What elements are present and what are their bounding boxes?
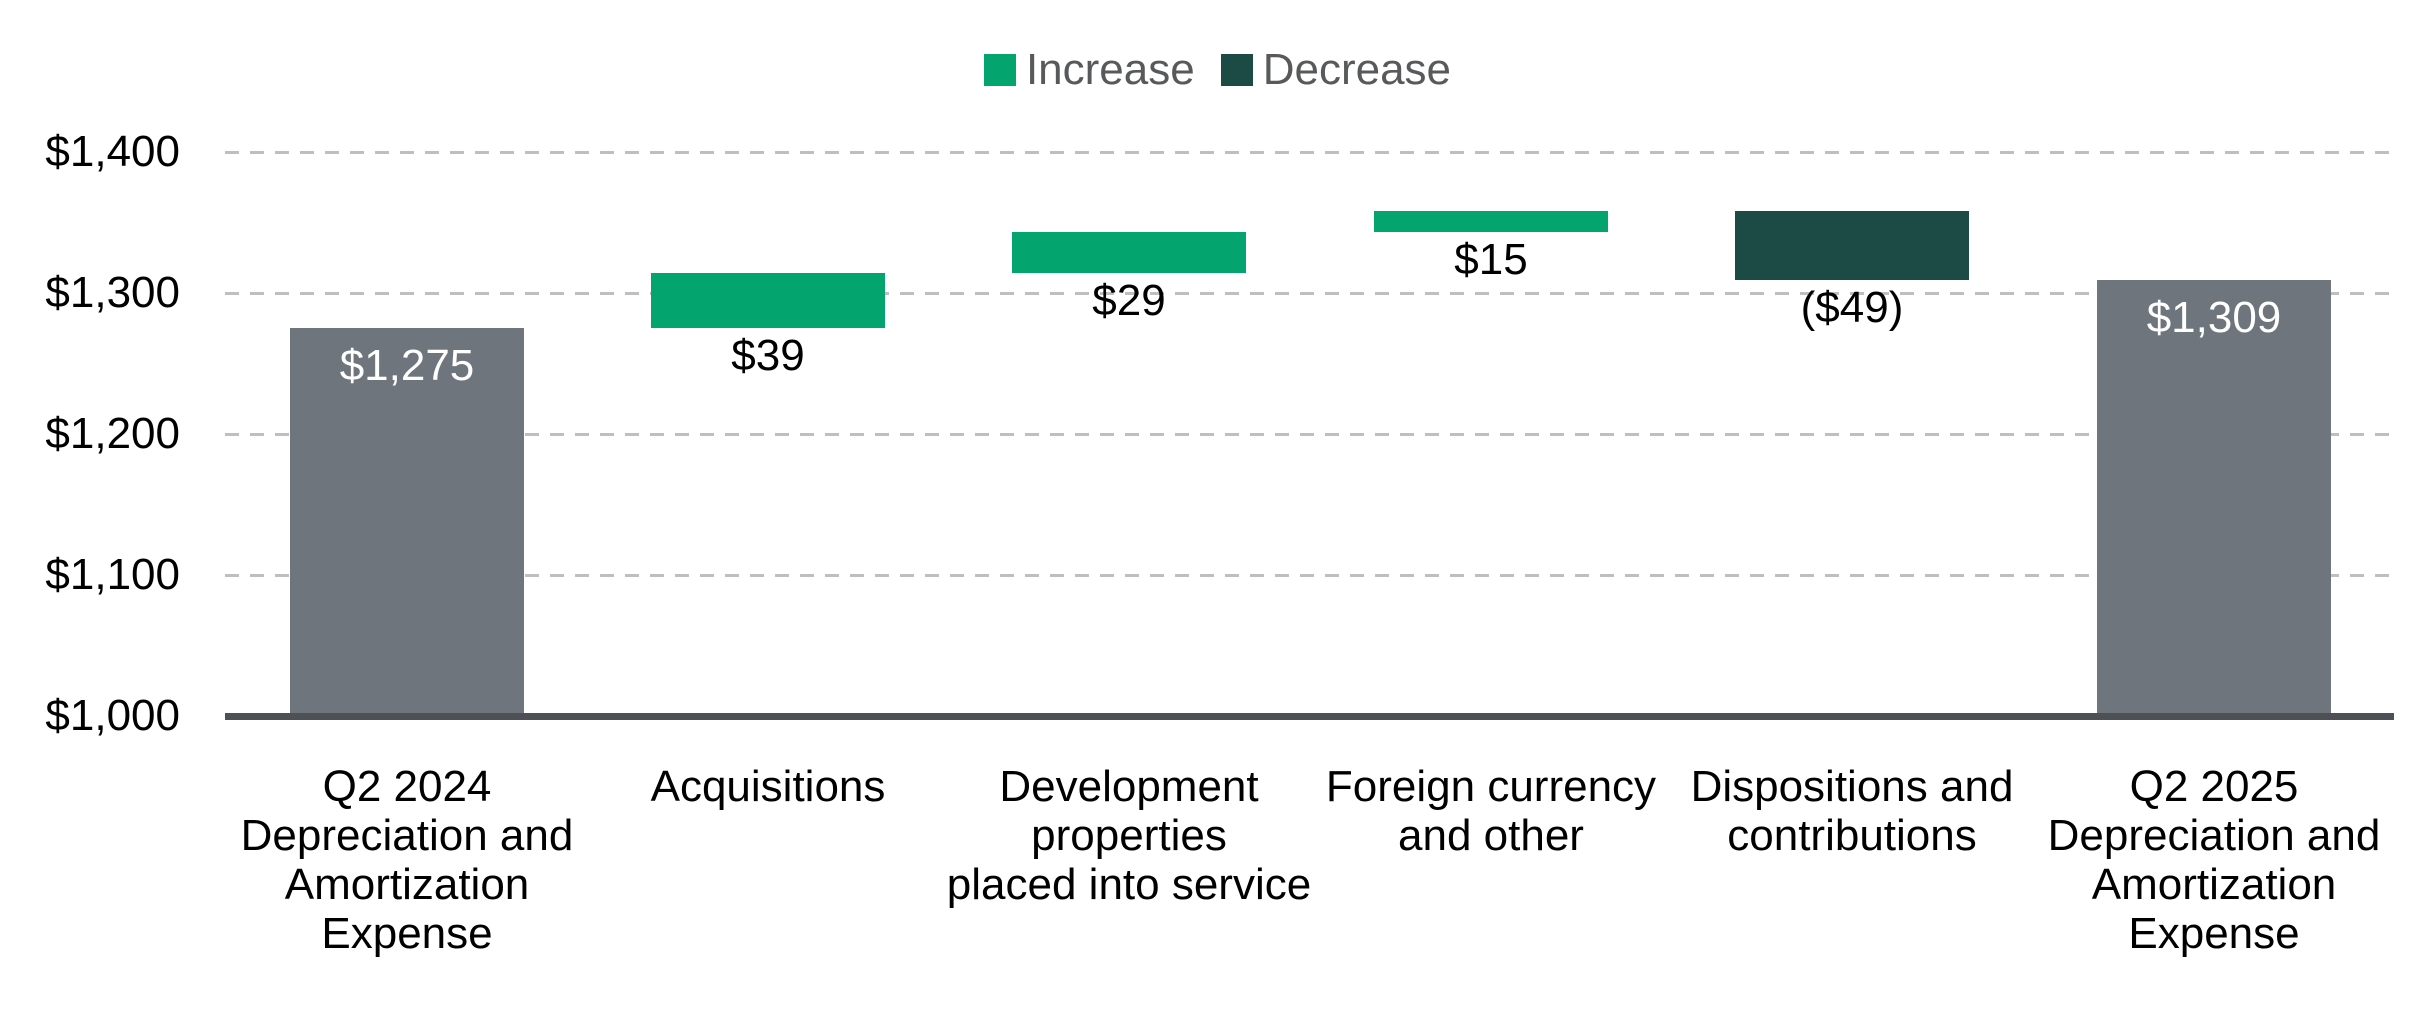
bar-total-0 <box>290 328 524 716</box>
x-axis-label-line: Depreciation and <box>2047 811 2381 860</box>
x-axis-label-line: Q2 2025 <box>2129 762 2299 811</box>
gridline-1300 <box>225 292 2394 295</box>
y-tick-label: $1,000 <box>45 691 180 740</box>
x-axis-label-line: placed into service <box>946 860 1312 909</box>
legend-item-increase: Increase <box>983 45 1195 94</box>
gridline-1400 <box>225 151 2394 154</box>
x-axis-label-line: Expense <box>321 909 493 958</box>
x-axis-label-line: and other <box>1398 811 1584 860</box>
x-axis-label-line: Acquisitions <box>650 762 886 811</box>
x-axis-label: Q2 2024 Depreciation and Amortization Expen… <box>192 762 622 958</box>
x-axis-label-line: Dispositions and <box>1690 762 2014 811</box>
x-axis-label: Foreign currency and other <box>1276 762 1706 860</box>
bar-total-5 <box>2097 280 2331 716</box>
x-axis-label-line: Depreciation and <box>240 811 574 860</box>
legend-label-increase: Increase <box>1025 45 1195 94</box>
x-axis-label-line: properties <box>1031 811 1227 860</box>
y-tick-label: $1,300 <box>45 268 180 317</box>
increase-swatch-icon <box>983 54 1016 86</box>
legend: Increase Decrease <box>0 48 2435 92</box>
gridline-1100 <box>225 574 2394 577</box>
bar-increase-1 <box>651 273 885 329</box>
x-axis-label: Development properties placed into service <box>914 762 1344 909</box>
legend-item-decrease: Decrease <box>1220 45 1452 94</box>
bar-value-label: ($49) <box>1800 283 1904 333</box>
bar-increase-2 <box>1012 232 1246 274</box>
decrease-swatch-icon <box>1220 54 1253 86</box>
bar-value-label: $15 <box>1454 235 1528 285</box>
x-axis-label: Acquisitions <box>553 762 983 811</box>
x-axis-label-line: Development <box>999 762 1259 811</box>
x-axis-label: Dispositions and contributions <box>1637 762 2067 860</box>
x-axis-label: Q2 2025 Depreciation and Amortization Expen… <box>1999 762 2429 958</box>
bar-value-label: $1,275 <box>339 341 475 391</box>
y-tick-label: $1,200 <box>45 409 180 458</box>
x-axis-label-line: contributions <box>1727 811 1977 860</box>
bar-value-label: $39 <box>731 331 805 381</box>
x-axis-label-line: Foreign currency <box>1325 762 1657 811</box>
y-tick-label: $1,400 <box>45 127 180 176</box>
legend-label-decrease: Decrease <box>1262 45 1452 94</box>
bar-value-label: $1,309 <box>2146 293 2282 343</box>
x-axis-label-line: Expense <box>2128 909 2300 958</box>
gridline-1200 <box>225 433 2394 436</box>
bar-increase-3 <box>1374 211 1608 233</box>
bar-decrease-4 <box>1735 211 1969 281</box>
bar-value-label: $29 <box>1092 276 1166 326</box>
y-tick-label: $1,100 <box>45 550 180 599</box>
x-axis-label-line: Amortization <box>284 860 530 909</box>
x-axis-label-line: Amortization <box>2091 860 2337 909</box>
x-axis-line <box>225 713 2394 720</box>
x-axis-label-line: Q2 2024 <box>322 762 492 811</box>
